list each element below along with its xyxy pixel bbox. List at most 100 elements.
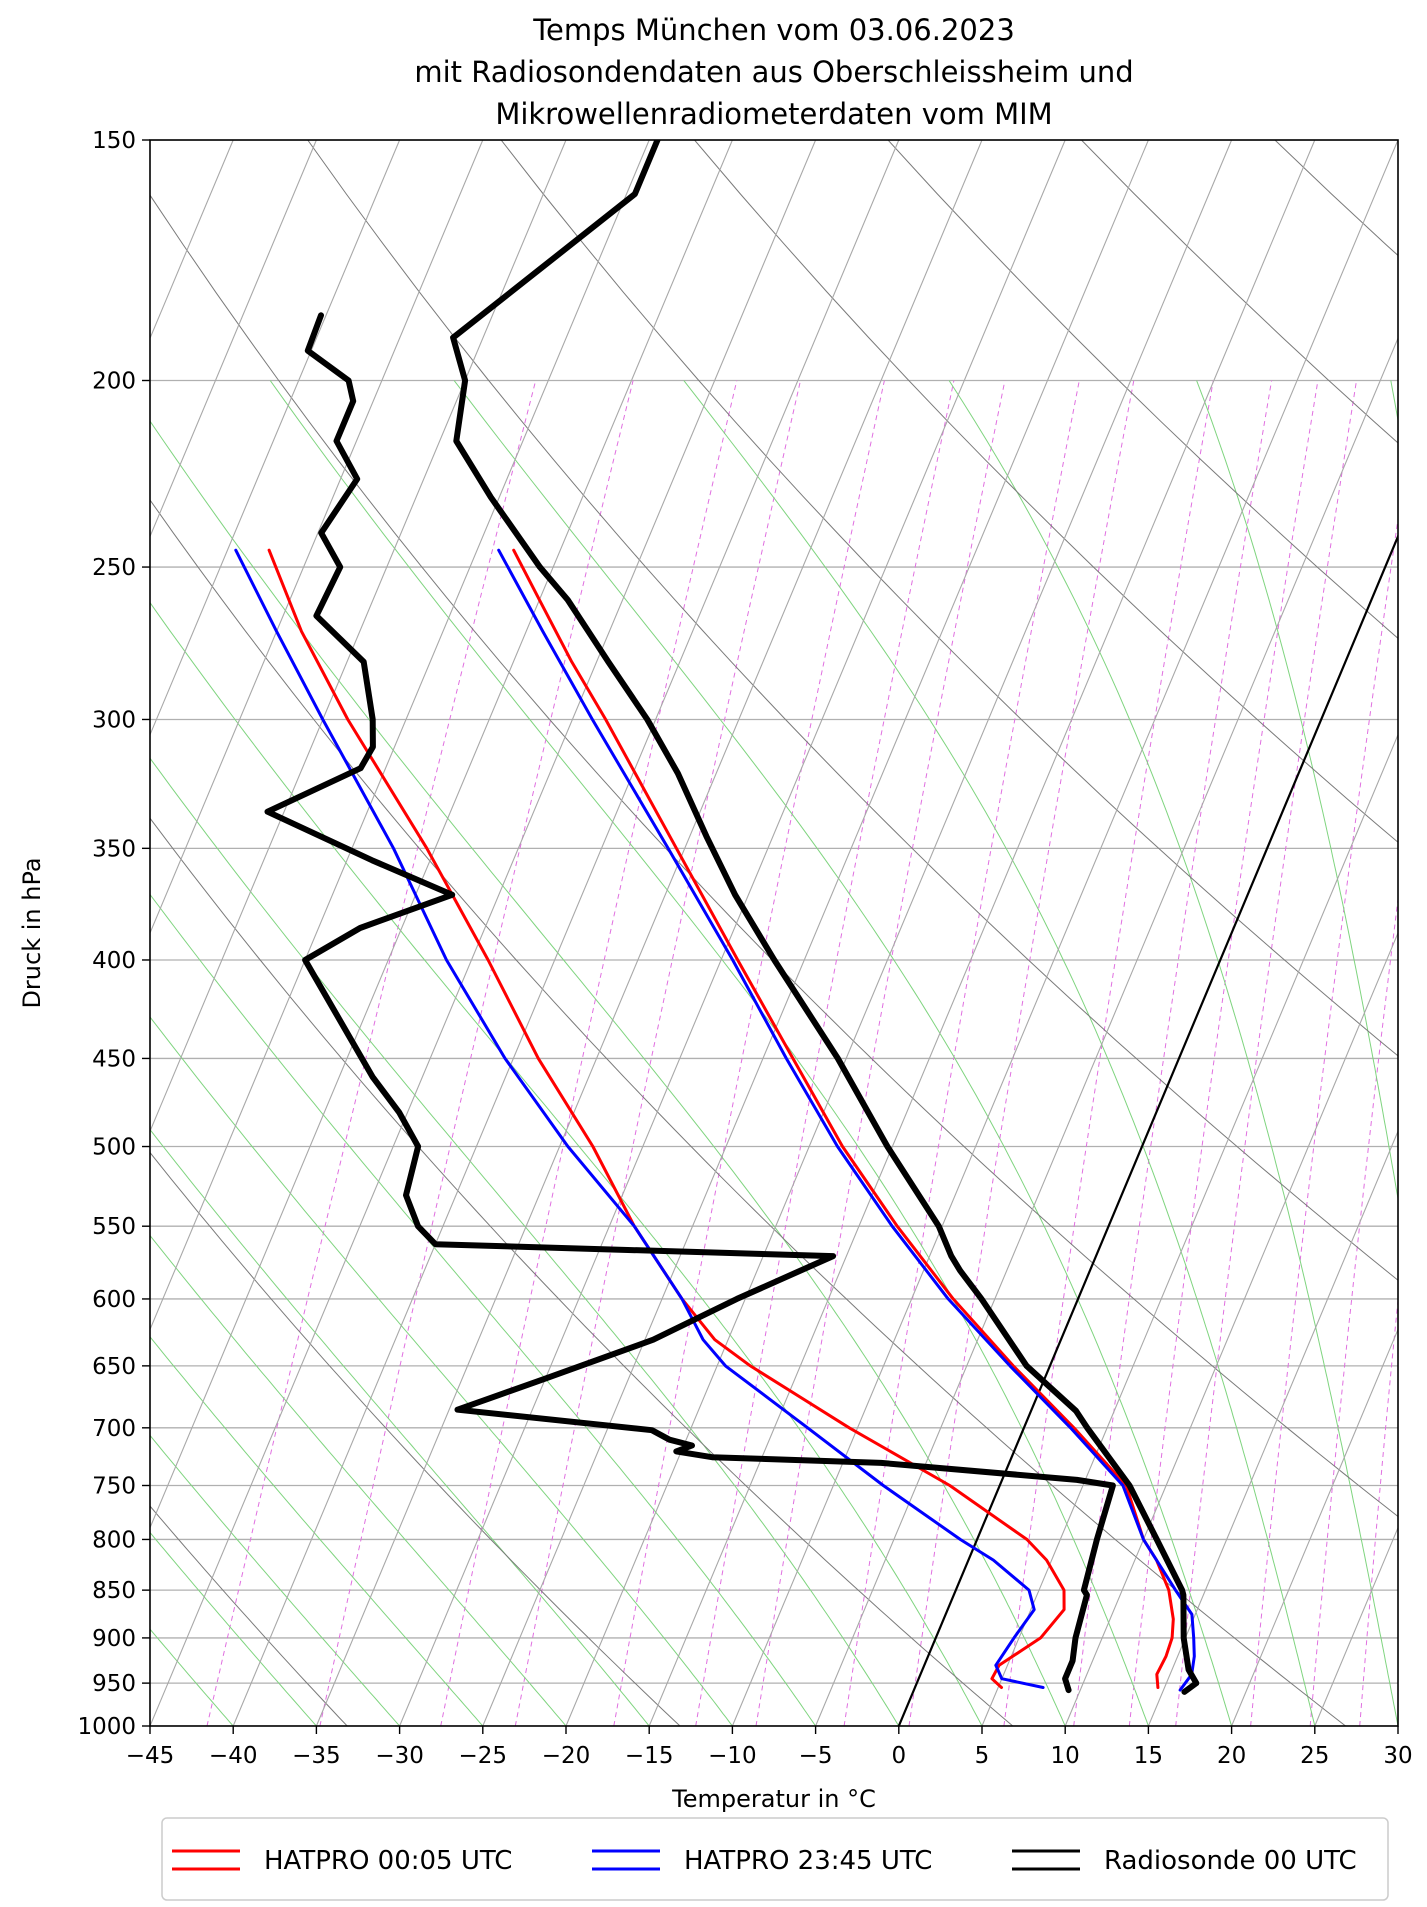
moist-adiabat-15 (269, 380, 1149, 1726)
dry-adiabat-280 (150, 817, 1014, 1726)
y-tick-label-650: 650 (92, 1354, 136, 1380)
y-tick-label-350: 350 (92, 836, 136, 862)
x-tick-label--45: −45 (126, 1743, 175, 1769)
isotherm--75 (150, 140, 317, 538)
x-tick-label-15: 15 (1134, 1743, 1163, 1769)
x-tick-label-20: 20 (1217, 1743, 1246, 1769)
isotherm--65 (150, 140, 484, 935)
y-tick-label-700: 700 (92, 1416, 136, 1442)
isotherm-gridlines (150, 140, 1398, 1726)
legend-label-3: Radiosonde 00 UTC (1104, 1846, 1357, 1876)
isotherm--15 (648, 140, 1316, 1726)
legend-label-1: HATPRO 00:05 UTC (264, 1846, 512, 1876)
mixing-ratio-line-4 (908, 380, 1135, 1726)
mixing-ratio-line-20 (1309, 895, 1398, 1726)
y-tick-label-1000: 1000 (77, 1714, 136, 1740)
mixing-ratio-line-10 (1128, 380, 1319, 1726)
dry-adiabat-460 (1406, 82, 1427, 1726)
x-tick-label-25: 25 (1300, 1743, 1329, 1769)
x-axis-label: Temperatur in °C (671, 1785, 876, 1813)
mixing-ratio-line-1 (613, 380, 885, 1726)
x-tick-label--15: −15 (625, 1743, 674, 1769)
isotherm-30 (1397, 1724, 1398, 1726)
isotherm--60 (150, 140, 567, 1133)
x-tick-label-30: 30 (1383, 1743, 1412, 1769)
series-radiosonde-00-utc-temperature (450, 140, 1200, 1695)
isotherm-5 (981, 733, 1398, 1726)
isotherm--25 (482, 140, 1149, 1726)
x-tick-label--20: −20 (542, 1743, 591, 1769)
moist-adiabat-10 (150, 420, 1066, 1726)
y-tick-label-400: 400 (92, 948, 136, 974)
dry-adiabat-240 (150, 1505, 348, 1726)
legend: HATPRO 00:05 UTC HATPRO 23:45 UTC Radios… (161, 1817, 1389, 1901)
isotherm--35 (315, 140, 983, 1726)
isotherm-10 (1064, 931, 1398, 1726)
isotherm--20 (565, 140, 1233, 1726)
chart-title-line-3: Mikrowellenradiometerdaten vom MIM (495, 97, 1052, 131)
data-series (234, 140, 1200, 1695)
x-tick-label--25: −25 (459, 1743, 508, 1769)
y-tick-label-200: 200 (92, 369, 136, 395)
y-axis-ticks: 150 200 250 300 350 400 450 500 550 600 650 700 750 8… (77, 128, 150, 1740)
dry-adiabat-300 (150, 499, 1346, 1726)
y-tick-label-500: 500 (92, 1135, 136, 1161)
y-tick-label-900: 900 (92, 1626, 136, 1652)
moist-adiabat-35 (1196, 380, 1398, 1202)
y-tick-label-250: 250 (92, 555, 136, 581)
legend-frame (161, 1817, 1389, 1901)
dry-adiabat-380 (693, 140, 1398, 843)
x-tick-label--5: −5 (799, 1743, 833, 1769)
x-tick-label-10: 10 (1051, 1743, 1080, 1769)
y-tick-label-300: 300 (92, 707, 136, 733)
dry-adiabat-260 (150, 1151, 681, 1726)
isotherm--45 (150, 140, 817, 1726)
y-tick-label-950: 950 (92, 1671, 136, 1697)
moist-adiabat--10 (150, 1016, 733, 1726)
dry-adiabat-320 (150, 194, 1398, 1518)
y-tick-label-800: 800 (92, 1527, 136, 1553)
mixing-ratio-line-3 (843, 380, 1080, 1726)
moist-adiabat--5 (150, 893, 817, 1726)
y-axis-label: Druck in hPa (18, 857, 46, 1008)
x-tick-label--30: −30 (375, 1743, 424, 1769)
isotherm--10 (731, 140, 1398, 1726)
legend-label-2: HATPRO 23:45 UTC (684, 1846, 932, 1876)
isotherm-zero-line (897, 533, 1398, 1726)
dry-adiabat-440 (1274, 140, 1398, 257)
isotherm--30 (399, 140, 1066, 1726)
moist-adiabats (150, 380, 1398, 1726)
y-tick-label-450: 450 (92, 1046, 136, 1072)
isotherm-0 (898, 535, 1398, 1726)
x-tick-label-0: 0 (891, 1743, 906, 1769)
chart-title-line-1: Temps München vom 03.06.2023 (532, 13, 1015, 47)
mixing-ratio-line-6 (1003, 380, 1214, 1726)
y-tick-label-600: 600 (92, 1287, 136, 1313)
isotherm--50 (150, 140, 733, 1530)
isotherm-20 (1231, 1328, 1398, 1726)
x-tick-label-5: 5 (975, 1743, 990, 1769)
series-hatpro-23-45-utc-temperature (497, 548, 1196, 1692)
x-axis-ticks: −45 −40 −35 −30 −25 −20 −15 −10 −5 0 5 10 15 20 25 30 (126, 1726, 1413, 1769)
isotherm-15 (1147, 1129, 1398, 1726)
moist-adiabat--35 (150, 1531, 317, 1726)
moist-adiabat-40 (1390, 380, 1398, 424)
isotherm--70 (150, 140, 401, 737)
series-hatpro-00-05-utc-dewpoint (267, 548, 1066, 1689)
y-tick-label-150: 150 (92, 128, 136, 154)
x-tick-label--40: −40 (209, 1743, 258, 1769)
dry-adiabat-340 (307, 140, 1398, 1281)
chart-title-line-2: mit Radiosondendaten aus Oberschleisshei… (414, 55, 1133, 89)
mixing-ratio-line-2 (755, 380, 1006, 1726)
zero-degree-isotherm (897, 533, 1398, 1726)
isotherm--5 (815, 336, 1398, 1726)
mixing-ratio-line-24 (1359, 1295, 1398, 1726)
x-tick-label--35: −35 (292, 1743, 341, 1769)
moist-adiabat--30 (150, 1434, 400, 1726)
y-tick-label-850: 850 (92, 1578, 136, 1604)
moist-adiabat--20 (150, 1234, 567, 1726)
isotherm--55 (150, 140, 650, 1331)
mixing-ratio-line-0.4 (440, 380, 738, 1726)
dry-adiabats (150, 82, 1427, 1726)
